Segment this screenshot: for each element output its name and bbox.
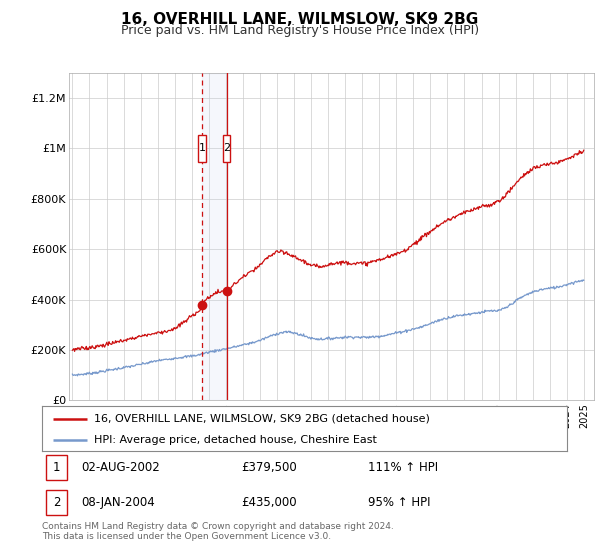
Text: 08-JAN-2004: 08-JAN-2004 bbox=[82, 496, 155, 508]
Text: Price paid vs. HM Land Registry's House Price Index (HPI): Price paid vs. HM Land Registry's House … bbox=[121, 24, 479, 36]
FancyBboxPatch shape bbox=[46, 489, 67, 515]
Text: £379,500: £379,500 bbox=[241, 461, 297, 474]
FancyBboxPatch shape bbox=[46, 455, 67, 480]
Text: 95% ↑ HPI: 95% ↑ HPI bbox=[367, 496, 430, 508]
Text: 02-AUG-2002: 02-AUG-2002 bbox=[82, 461, 160, 474]
Text: 16, OVERHILL LANE, WILMSLOW, SK9 2BG (detached house): 16, OVERHILL LANE, WILMSLOW, SK9 2BG (de… bbox=[95, 413, 430, 423]
Text: 111% ↑ HPI: 111% ↑ HPI bbox=[367, 461, 437, 474]
Text: £435,000: £435,000 bbox=[241, 496, 297, 508]
FancyBboxPatch shape bbox=[198, 134, 206, 162]
Text: 16, OVERHILL LANE, WILMSLOW, SK9 2BG: 16, OVERHILL LANE, WILMSLOW, SK9 2BG bbox=[121, 12, 479, 27]
FancyBboxPatch shape bbox=[223, 134, 230, 162]
Text: 1: 1 bbox=[199, 143, 205, 153]
Text: 2: 2 bbox=[53, 496, 61, 508]
Text: 1: 1 bbox=[53, 461, 61, 474]
Bar bbox=[202, 73, 227, 400]
Text: Contains HM Land Registry data © Crown copyright and database right 2024.
This d: Contains HM Land Registry data © Crown c… bbox=[42, 522, 394, 542]
Text: 2: 2 bbox=[223, 143, 230, 153]
Text: HPI: Average price, detached house, Cheshire East: HPI: Average price, detached house, Ches… bbox=[95, 435, 377, 445]
